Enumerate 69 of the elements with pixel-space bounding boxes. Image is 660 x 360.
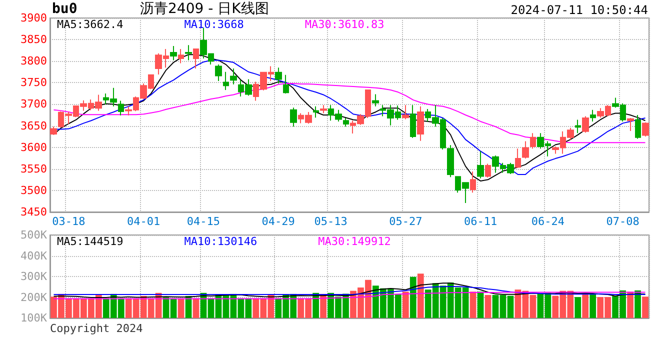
y-tick-label: 3550 xyxy=(20,162,47,176)
candlestick xyxy=(485,163,491,178)
text: Copyright 2024 xyxy=(50,322,144,335)
y-tick-label: 100K xyxy=(20,312,48,324)
y-tick-label: 3600 xyxy=(20,140,47,154)
text: bu0 xyxy=(52,1,78,17)
candlestick xyxy=(522,140,529,160)
candlestick xyxy=(627,118,634,132)
y-tick-label: 3450 xyxy=(20,206,47,218)
candlestick xyxy=(477,150,484,179)
candlestick xyxy=(530,132,536,150)
candlestick xyxy=(223,71,229,90)
y-tick-label: 3650 xyxy=(20,119,47,132)
candlestick xyxy=(215,64,222,82)
candlestick xyxy=(230,68,237,85)
candlestick xyxy=(635,114,641,140)
candlestick xyxy=(290,107,297,128)
candlestick xyxy=(590,109,596,122)
line-series xyxy=(53,286,646,296)
x-tick-label: 07-08 xyxy=(606,215,640,228)
text: MA30:149912 xyxy=(318,235,391,248)
y-tick-label: 3800 xyxy=(20,54,47,68)
line-series xyxy=(53,282,646,298)
candlestick xyxy=(275,67,282,84)
candlestick xyxy=(118,100,124,116)
x-tick-label: 04-01 xyxy=(127,215,160,228)
text: MA10:130146 xyxy=(184,235,258,248)
y-tick-label: 300K xyxy=(20,270,48,283)
candlestick xyxy=(193,48,199,69)
y-tick-label: 3500 xyxy=(20,184,47,197)
candlestick xyxy=(515,148,521,169)
candlestick xyxy=(402,104,409,120)
y-tick-label: 200K xyxy=(20,290,48,304)
x-tick-label: 05-13 xyxy=(314,215,348,228)
text: 2024-07-11 10:50:44 xyxy=(510,3,648,17)
y-tick-label: 3900 xyxy=(20,12,47,24)
y-tick-label: 400K xyxy=(20,249,48,262)
y-tick-label: 3850 xyxy=(20,33,47,46)
x-tick-label: 04-29 xyxy=(262,215,295,228)
y-tick-label: 500K xyxy=(20,228,48,242)
candlestick xyxy=(283,74,289,94)
x-tick-label: 06-11 xyxy=(464,215,498,228)
chart-title: 沥青2409 - 日K线图 xyxy=(140,1,269,17)
candlestick xyxy=(642,122,649,138)
candlestick xyxy=(320,104,327,114)
candlestick xyxy=(50,126,57,136)
candlestick xyxy=(417,106,424,142)
candlestick xyxy=(185,44,192,61)
candlestick xyxy=(582,116,589,134)
candlestick xyxy=(575,119,581,134)
y-tick-label: 3750 xyxy=(20,76,47,90)
text: MA10:3668 xyxy=(184,18,244,31)
text: MA5:144519 xyxy=(57,235,124,248)
x-tick-label: 05-27 xyxy=(389,215,422,228)
candlestick xyxy=(343,118,349,128)
candlestick xyxy=(313,106,319,118)
x-tick-label: 04-15 xyxy=(186,215,220,228)
candlestick xyxy=(372,94,379,107)
text: MA5:3662.4 xyxy=(57,18,124,31)
line-series xyxy=(53,83,646,144)
candlestick xyxy=(470,170,476,194)
x-tick-label: 06-24 xyxy=(531,215,565,228)
candlestick xyxy=(410,104,416,138)
x-tick-label: 03-18 xyxy=(52,215,86,228)
candlestick xyxy=(178,48,184,64)
candlestick xyxy=(170,46,177,61)
line-series xyxy=(53,292,646,300)
text: MA30:3610.83 xyxy=(304,18,384,31)
y-tick-label: 3700 xyxy=(20,98,47,111)
